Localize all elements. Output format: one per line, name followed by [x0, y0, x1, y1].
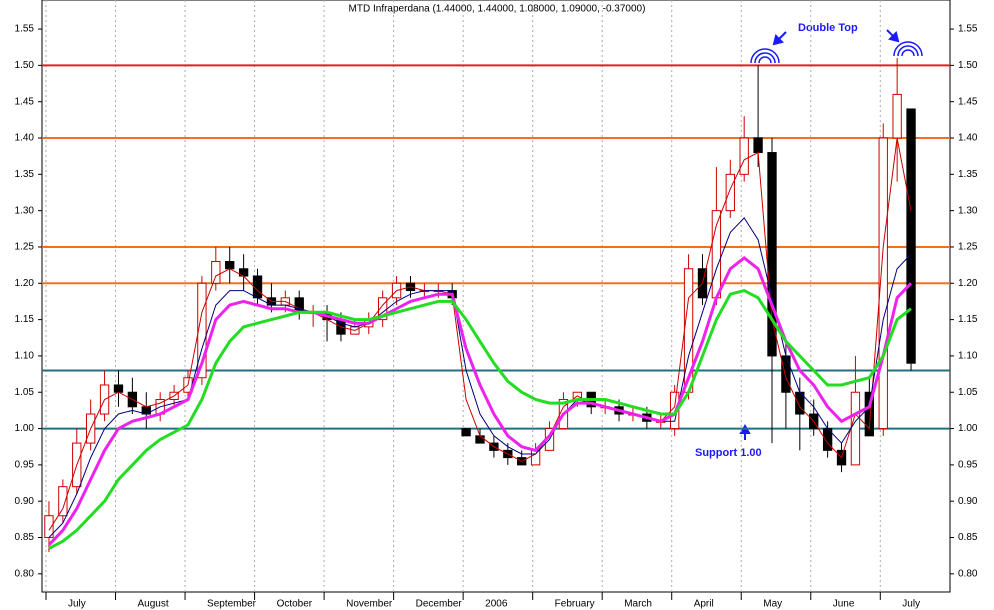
x-tick-label: April	[694, 599, 714, 610]
annotation: Support 1.00	[695, 447, 762, 459]
candle-body	[892, 93, 902, 139]
y-tick-label: 1.45	[958, 96, 978, 107]
y-tick-label: 0.90	[958, 496, 978, 507]
double-top-arcs	[750, 41, 923, 64]
moving-average	[48, 137, 912, 531]
y-tick-label: 1.30	[15, 205, 35, 216]
y-tick-label: 1.05	[958, 387, 978, 398]
y-tick-label: 1.00	[958, 423, 978, 434]
candle-body	[58, 486, 68, 517]
y-tick-label: 1.40	[15, 133, 35, 144]
y-tick-label: 0.95	[958, 460, 978, 471]
y-tick-label: 1.45	[15, 96, 35, 107]
candle-body	[225, 260, 235, 270]
y-tick-label: 1.10	[958, 351, 978, 362]
moving-average	[48, 289, 912, 550]
x-tick-label: October	[277, 599, 313, 610]
y-tick-label: 1.25	[958, 242, 978, 253]
annotation: Double Top	[798, 22, 858, 34]
y-tick-label: 1.25	[15, 242, 35, 253]
x-tick-label: May	[763, 599, 782, 610]
y-tick-label: 1.20	[958, 278, 978, 289]
chart-title: MTD Infraperdana (1.44000, 1.44000, 1.08…	[349, 4, 646, 15]
y-tick-label: 0.80	[15, 568, 35, 579]
y-tick-label: 1.00	[15, 423, 35, 434]
candle-body	[211, 260, 221, 284]
y-tick-label: 1.20	[15, 278, 35, 289]
x-tick-label: July	[902, 599, 920, 610]
y-tick-label: 0.95	[15, 460, 35, 471]
y-tick-label: 1.50	[958, 60, 978, 71]
candle-body	[781, 355, 791, 393]
y-tick-label: 1.55	[15, 24, 35, 35]
x-tick-label: December	[416, 599, 463, 610]
candle-body	[711, 210, 722, 299]
x-tick-label: July	[68, 599, 86, 610]
y-tick-label: 1.40	[958, 133, 978, 144]
candle-body	[44, 515, 54, 539]
candle-body	[113, 384, 124, 393]
y-tick-label: 1.35	[15, 169, 35, 180]
y-tick-label: 1.55	[958, 24, 978, 35]
candle-body	[864, 391, 875, 437]
y-tick-label: 1.15	[15, 314, 35, 325]
candle-body	[530, 449, 541, 466]
x-tick-label: February	[555, 599, 595, 610]
x-tick-label: September	[207, 599, 257, 610]
y-tick-label: 0.85	[15, 532, 35, 543]
moving-average	[47, 255, 913, 546]
y-tick-label: 1.10	[15, 351, 35, 362]
plot-frame	[41, 0, 951, 593]
candle-body	[739, 137, 749, 175]
candle-body	[461, 428, 471, 437]
y-tick-label: 0.80	[958, 568, 978, 579]
candle-body	[767, 152, 777, 357]
y-tick-label: 0.90	[15, 496, 35, 507]
y-tick-label: 0.85	[958, 532, 978, 543]
x-tick-label: November	[346, 599, 393, 610]
x-tick-label: June	[833, 599, 855, 610]
y-tick-label: 1.35	[958, 169, 978, 180]
candle-body	[906, 108, 916, 364]
y-tick-label: 1.50	[15, 60, 35, 71]
y-tick-label: 1.30	[958, 205, 978, 216]
candle-body	[475, 435, 485, 444]
candle-body	[878, 137, 888, 430]
candle-body	[197, 282, 207, 379]
x-tick-label: 2006	[485, 599, 508, 610]
x-tick-label: August	[138, 599, 169, 610]
y-tick-label: 1.15	[958, 314, 978, 325]
moving-average	[48, 217, 912, 538]
candle-body	[850, 391, 861, 466]
candle-body	[725, 173, 735, 212]
candle-body	[753, 137, 763, 154]
y-tick-label: 1.05	[15, 387, 35, 398]
x-tick-label: March	[624, 599, 652, 610]
